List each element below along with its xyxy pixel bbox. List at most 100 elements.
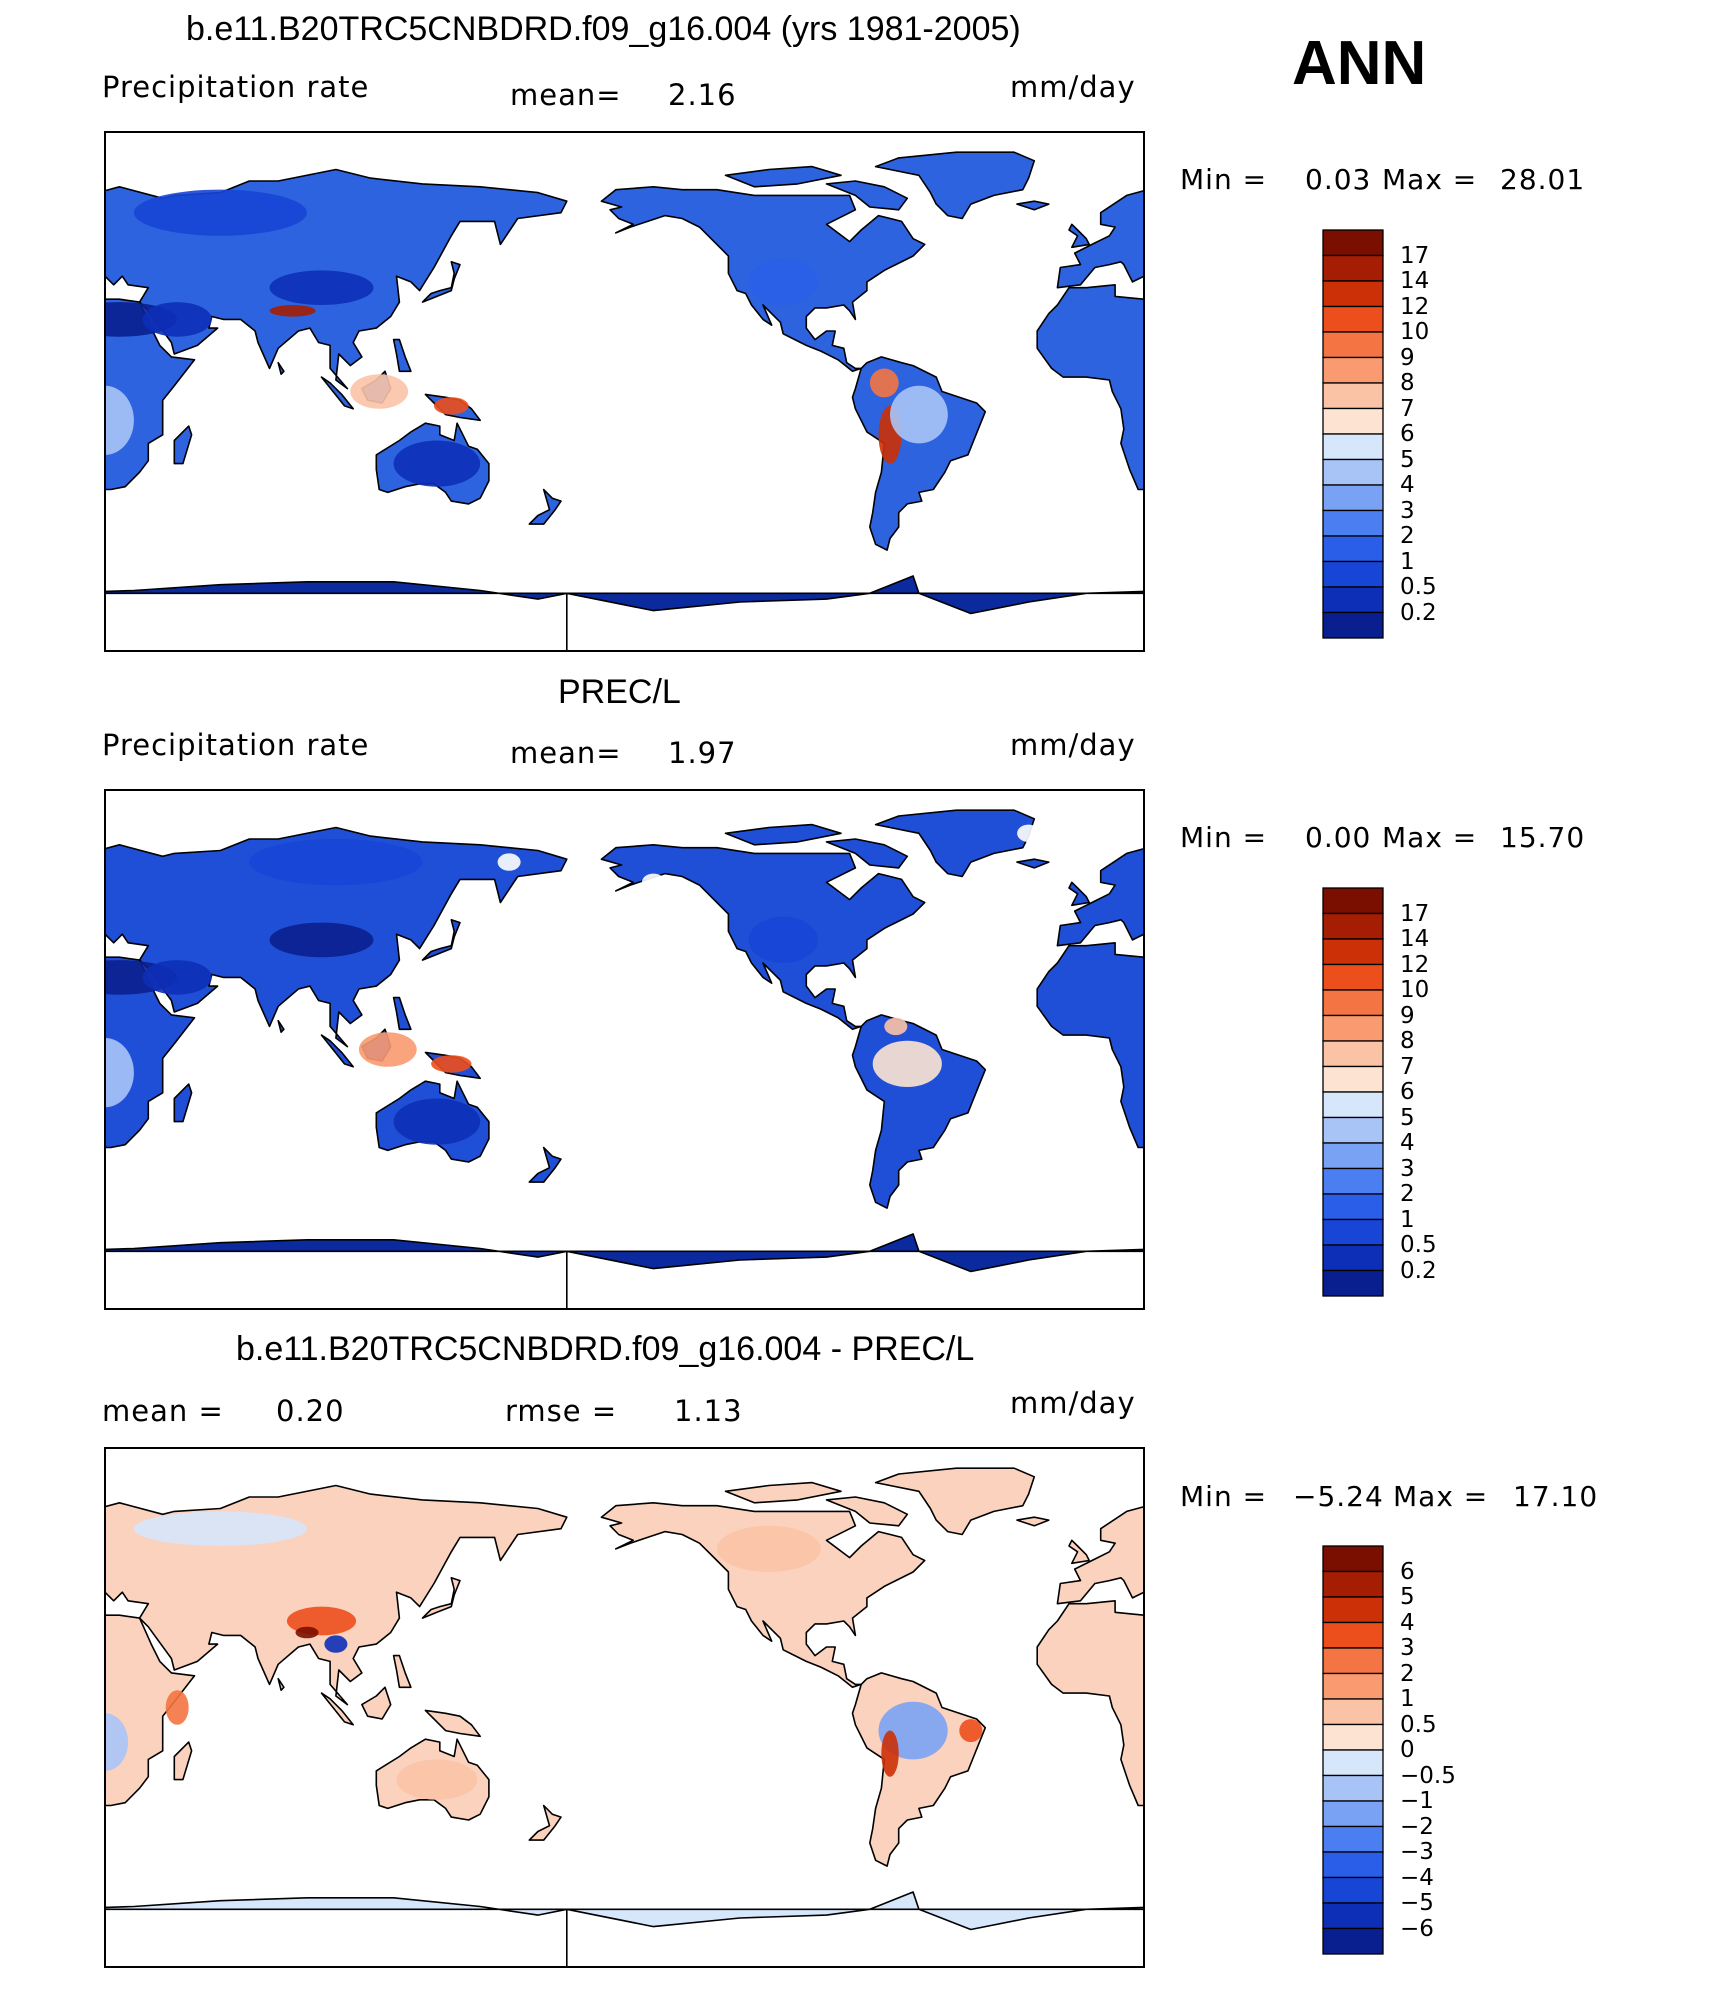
field-newguinea	[434, 397, 469, 415]
colorbar-tick-label: 12	[1400, 951, 1430, 978]
landmass-philippines	[1433, 340, 1450, 372]
colorbar-swatch	[1322, 1902, 1384, 1930]
landmass-philippines	[392, 1654, 412, 1689]
colorbar-tick-label: 17	[1400, 242, 1430, 269]
mean-label-model: mean=	[510, 78, 622, 112]
landmass-nz	[1568, 490, 1600, 525]
colorbar-tick-label: 2	[1400, 1660, 1415, 1687]
landmass-nz	[528, 1804, 562, 1841]
landmass-iceland	[0, 859, 10, 868]
colorbar-swatch	[1322, 1244, 1384, 1272]
landmass-newguinea	[1464, 1052, 1519, 1078]
landmass-greenland	[874, 809, 1036, 878]
field-amazon	[890, 385, 948, 444]
landmass-philippines	[1433, 1656, 1450, 1688]
field-missing-4	[526, 1185, 550, 1203]
colorbar-swatch	[1322, 1596, 1384, 1624]
field-canada	[716, 1525, 821, 1572]
colorbar-tick-label: 6	[1400, 1558, 1415, 1585]
field-missing-2	[641, 873, 665, 891]
max-value-diff: 17.10	[1513, 1480, 1599, 1513]
landmass-iceland	[1016, 200, 1050, 211]
field-missing-0	[1017, 824, 1041, 842]
min-value-model: 0.03	[1305, 163, 1372, 196]
min-label-model: Min =	[1180, 163, 1268, 196]
landmass-antarctica	[566, 575, 1144, 615]
colorbar-tick-label: −1	[1400, 1788, 1434, 1814]
colorbar-tick-label: 10	[1400, 977, 1430, 1003]
field-indochina	[324, 1635, 348, 1653]
max-label-model: Max =	[1382, 163, 1478, 196]
colorbar-tick-label: 9	[1400, 344, 1415, 371]
colorbar-swatch	[1322, 1927, 1384, 1955]
landmass-newguinea	[1464, 394, 1519, 420]
variable-label-model: Precipitation rate	[102, 70, 370, 104]
landmass-philippines	[392, 338, 412, 373]
landmass-sumatra	[320, 1692, 354, 1726]
field-missing-5	[324, 1199, 348, 1217]
max-value-obs: 15.70	[1500, 821, 1586, 854]
field-aus	[393, 440, 481, 487]
landmass-japan	[421, 1577, 461, 1619]
rmse-value-diff: 1.13	[674, 1394, 743, 1428]
landmass-madagascar	[1213, 1084, 1230, 1122]
season-label: ANN	[1292, 29, 1427, 98]
field-amazon	[872, 1040, 942, 1087]
landmass-madagascar	[1213, 426, 1230, 464]
colorbar-swatch	[1322, 1774, 1384, 1802]
field-tibet	[269, 922, 374, 958]
landmass-greenland	[874, 151, 1036, 220]
field-colombia	[869, 368, 899, 398]
units-label-obs: mm/day	[1010, 728, 1136, 762]
landmass-iceland	[1016, 1516, 1050, 1527]
map-frame-diff	[104, 1447, 1145, 1968]
landmass-arcticcan	[724, 1481, 842, 1504]
landmass-japan	[1462, 1578, 1500, 1618]
landmass-namerica	[600, 1502, 926, 1689]
colorbar-swatch	[1322, 1570, 1384, 1598]
map-frame-obs	[104, 789, 1145, 1310]
landmass-arcticcan	[724, 165, 842, 188]
landmass-iceland	[1016, 858, 1050, 869]
colorbar-tick-label: 9	[1400, 1002, 1415, 1029]
field-congo	[105, 1038, 134, 1108]
min-label-diff: Min =	[1180, 1480, 1268, 1513]
colorbar-swatch	[1322, 229, 1384, 257]
colorbar-tick-label: 1	[1400, 1686, 1415, 1712]
landmass-eurasia	[105, 1484, 568, 1706]
field-siberia	[133, 189, 307, 236]
landmass-arcticcan	[724, 823, 842, 846]
field-siberia	[249, 839, 423, 886]
colorbar-swatch	[1322, 1698, 1384, 1726]
min-value-obs: 0.00	[1305, 821, 1372, 854]
landmass-antarctica	[105, 1897, 568, 1967]
colorbar-tick-label: 2	[1400, 1181, 1415, 1207]
landmass-sumatra	[320, 376, 354, 410]
colorbar-swatch	[1322, 458, 1384, 486]
colorbar-swatch	[1322, 1876, 1384, 1904]
field-newguinea	[431, 1055, 472, 1073]
colorbar-tick-label: 0.5	[1400, 1232, 1437, 1258]
colorbar-tick-label: 1	[1400, 1206, 1415, 1233]
landmass-madagascar	[1213, 1742, 1230, 1780]
landmass-newguinea	[424, 1709, 481, 1738]
field-tibet	[269, 270, 374, 306]
rmse-label-diff: rmse =	[505, 1394, 618, 1428]
landmass-madagascar	[173, 1083, 193, 1123]
landmass-africa	[1036, 284, 1144, 491]
field-missing-1	[497, 853, 521, 871]
colorbar-swatch	[1322, 1800, 1384, 1828]
colorbar-tick-label: −0.5	[1400, 1762, 1456, 1789]
colorbar-tick-label: 4	[1400, 1609, 1415, 1636]
colorbar-tick-label: −2	[1400, 1813, 1434, 1840]
colorbar-tick-label: 14	[1400, 926, 1430, 952]
landmass-iceland	[0, 201, 10, 210]
landmass-philippines	[392, 996, 412, 1031]
colorbar-swatch	[1322, 1621, 1384, 1649]
field-arabia	[142, 302, 212, 337]
colorbar-tick-label: 12	[1400, 293, 1430, 320]
colorbar-tick-label: −5	[1400, 1890, 1434, 1916]
colorbar-swatch	[1322, 433, 1384, 461]
landmass-borneo	[361, 1686, 392, 1720]
